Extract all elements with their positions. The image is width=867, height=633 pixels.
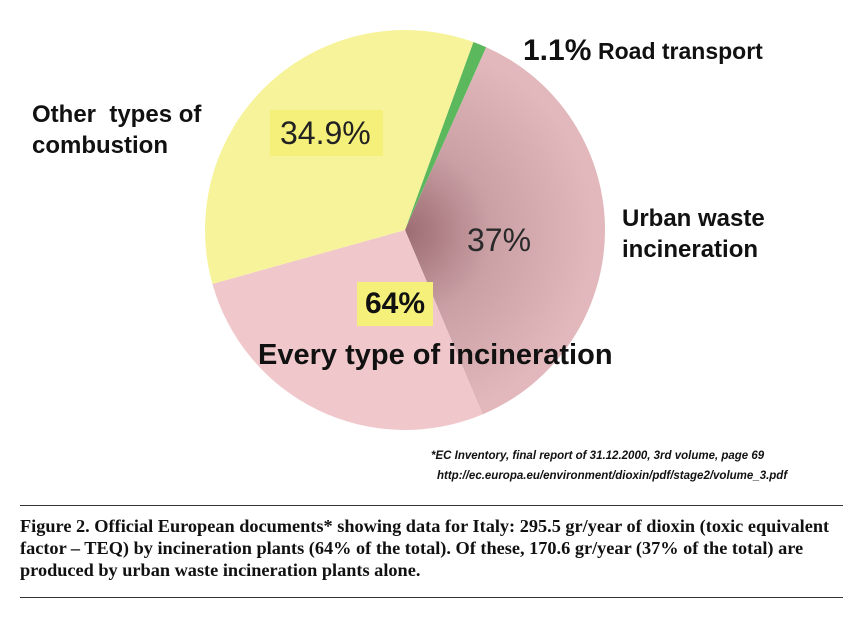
caption-bottom-rule [20,597,843,598]
pie-chart [205,30,606,430]
road-transport-slice [405,42,487,231]
road-transport-label: Road transport [598,38,763,64]
urban-waste-label-line1: Urban waste [622,205,765,232]
source-footnote-line2: http://ec.europa.eu/environment/dioxin/p… [437,470,788,482]
other-combustion-percent: 34.9% [270,110,383,156]
other-combustion-slice [205,30,474,284]
road-transport-percent-label: 1.1% [523,34,592,67]
other-incineration-slice [212,230,483,430]
urban-waste-percent: 37% [467,222,532,258]
urban-waste-slice [405,47,606,415]
caption-top-rule [20,505,843,506]
incineration-total-percent: 64% [357,282,434,326]
other-combustion-label-line2: combustion [32,132,168,159]
incineration-group-label: Every type of incineration [258,339,613,371]
figure-caption: Figure 2. Official European documents* s… [20,516,830,580]
urban-waste-label-line2: incineration [622,236,759,263]
source-footnote-line1: *EC Inventory, final report of 31.12.200… [431,450,765,462]
other-combustion-label-line1: Other types of [32,101,202,128]
